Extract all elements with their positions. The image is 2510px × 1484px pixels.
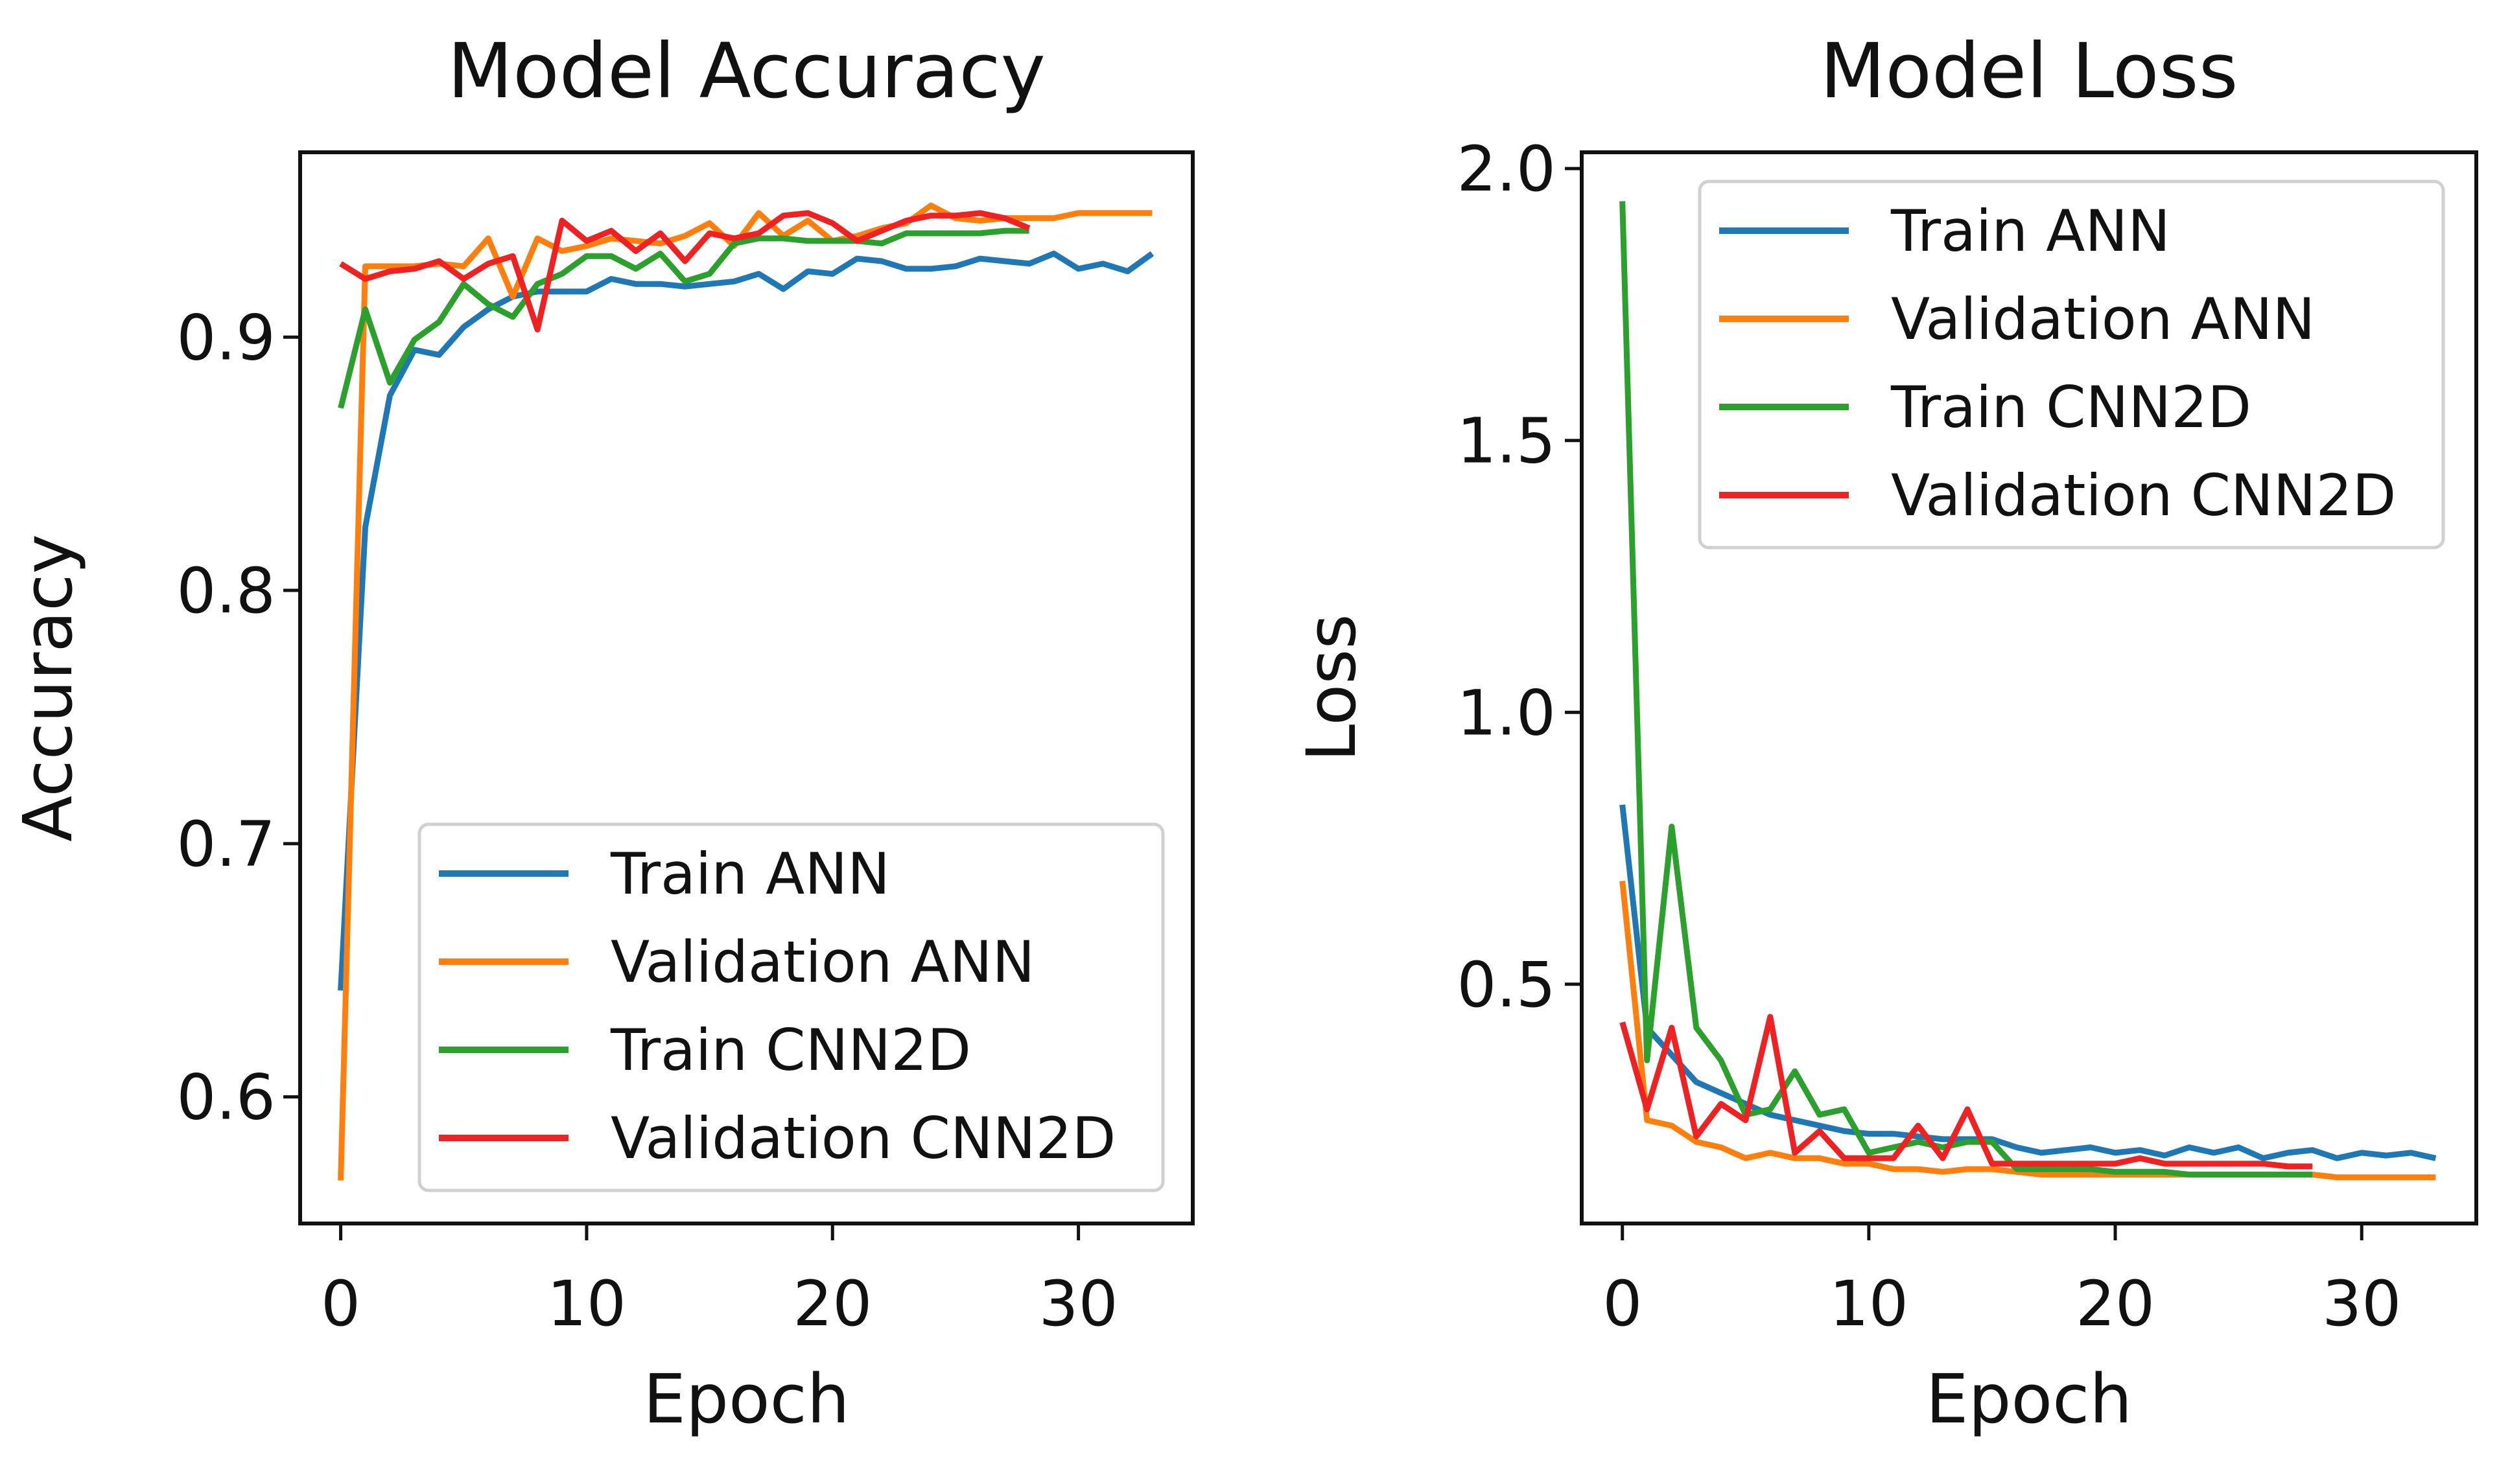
loss-x-tick-label: 10 — [1829, 1268, 1908, 1340]
accuracy-series-train-ann — [338, 250, 1155, 991]
accuracy-legend-label-validation-ann: Validation ANN — [611, 929, 1035, 995]
accuracy-legend: Train ANN Validation ANN Train CNN2D Valida… — [417, 822, 1165, 1192]
loss-legend-box — [1698, 180, 2445, 550]
accuracy-panel: Model Accuracy Epoch Accuracy 0 10 20 30 0.6 0.7… — [8, 27, 1195, 1439]
accuracy-y-tick-label: 0.9 — [176, 301, 276, 374]
loss-legend-label-train-ann: Train ANN — [1890, 198, 2170, 264]
loss-legend: Train ANN Validation ANN Train CNN2D Valida… — [1698, 180, 2445, 550]
loss-series-train-cnn2d — [1619, 201, 2313, 1177]
loss-x-tick-label: 0 — [1602, 1268, 1642, 1340]
loss-x-tick-label: 30 — [2322, 1268, 2401, 1340]
loss-x-tick-label: 20 — [2076, 1268, 2155, 1340]
accuracy-legend-label-validation-cnn2d: Validation CNN2D — [611, 1105, 1116, 1172]
loss-legend-label-train-cnn2d: Train CNN2D — [1890, 374, 2251, 441]
loss-y-axis-label: Loss — [1292, 614, 1371, 761]
loss-series-group — [1619, 201, 2437, 1181]
accuracy-series-group — [338, 202, 1155, 1181]
accuracy-series-validation-ann — [338, 202, 1153, 1181]
loss-series-validation-cnn2d — [1619, 1014, 2313, 1170]
accuracy-x-tick-label: 0 — [321, 1268, 360, 1340]
accuracy-y-tick-label: 0.8 — [176, 555, 276, 627]
accuracy-plot-frame — [298, 150, 1195, 1225]
accuracy-x-tick-label: 30 — [1039, 1268, 1118, 1340]
accuracy-x-tick-label: 20 — [793, 1268, 872, 1340]
loss-y-tick-label: 1.0 — [1457, 677, 1556, 749]
accuracy-legend-label-train-cnn2d: Train CNN2D — [610, 1017, 971, 1084]
loss-chart-title: Model Loss — [1820, 27, 2238, 115]
loss-panel: Model Loss Epoch Loss 0 10 20 30 0.5 1.0 1.5 2.0 Tr… — [1292, 27, 2478, 1439]
accuracy-chart-title: Model Accuracy — [447, 27, 1046, 115]
loss-legend-label-validation-ann: Validation ANN — [1891, 286, 2315, 353]
accuracy-x-axis-label: Epoch — [643, 1360, 849, 1439]
accuracy-x-tick-label: 10 — [547, 1268, 626, 1340]
accuracy-legend-box — [417, 822, 1165, 1192]
loss-x-axis-label: Epoch — [1926, 1360, 2132, 1439]
accuracy-legend-label-train-ann: Train ANN — [610, 841, 890, 907]
loss-y-tick-label: 0.5 — [1457, 949, 1556, 1021]
loss-plot-frame — [1580, 150, 2478, 1225]
loss-y-tick-label: 2.0 — [1457, 133, 1556, 205]
accuracy-series-train-cnn2d — [338, 227, 1029, 409]
accuracy-y-axis-label: Accuracy — [8, 534, 88, 842]
accuracy-y-tick-label: 0.6 — [176, 1061, 276, 1134]
loss-y-tick-label: 1.5 — [1457, 405, 1556, 478]
accuracy-series-validation-cnn2d — [339, 210, 1031, 332]
accuracy-y-tick-label: 0.7 — [176, 808, 276, 881]
loss-legend-label-validation-cnn2d: Validation CNN2D — [1891, 462, 2396, 529]
